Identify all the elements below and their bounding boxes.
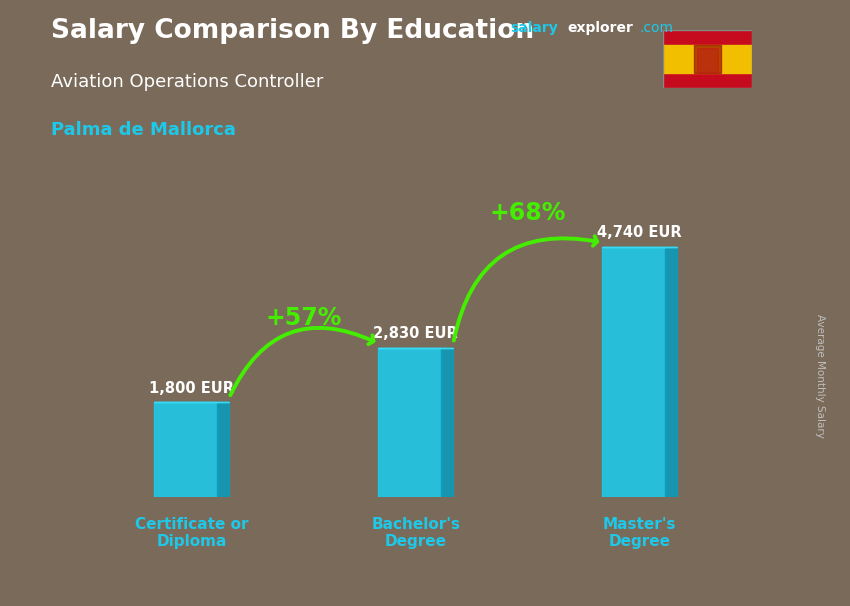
Text: Salary Comparison By Education: Salary Comparison By Education [51,18,534,44]
Bar [154,402,217,497]
Bar [697,48,718,72]
Text: 2,830 EUR: 2,830 EUR [373,326,458,341]
Polygon shape [665,247,677,497]
Text: explorer: explorer [568,21,634,35]
Bar [694,45,721,73]
Text: .com: .com [639,21,673,35]
Bar [378,348,441,497]
Polygon shape [441,348,453,497]
Text: +57%: +57% [265,306,342,330]
Text: Master's
Degree: Master's Degree [603,517,677,550]
Text: Bachelor's
Degree: Bachelor's Degree [371,517,460,550]
Bar [603,247,665,497]
Polygon shape [217,402,230,497]
Text: Certificate or
Diploma: Certificate or Diploma [135,517,248,550]
Text: Palma de Mallorca: Palma de Mallorca [51,121,235,139]
Text: 4,740 EUR: 4,740 EUR [598,225,682,240]
Text: 1,800 EUR: 1,800 EUR [149,381,234,396]
Text: Aviation Operations Controller: Aviation Operations Controller [51,73,323,91]
Text: +68%: +68% [490,201,566,225]
Text: salary: salary [510,21,558,35]
Bar [663,45,752,73]
Text: Average Monthly Salary: Average Monthly Salary [815,314,825,438]
